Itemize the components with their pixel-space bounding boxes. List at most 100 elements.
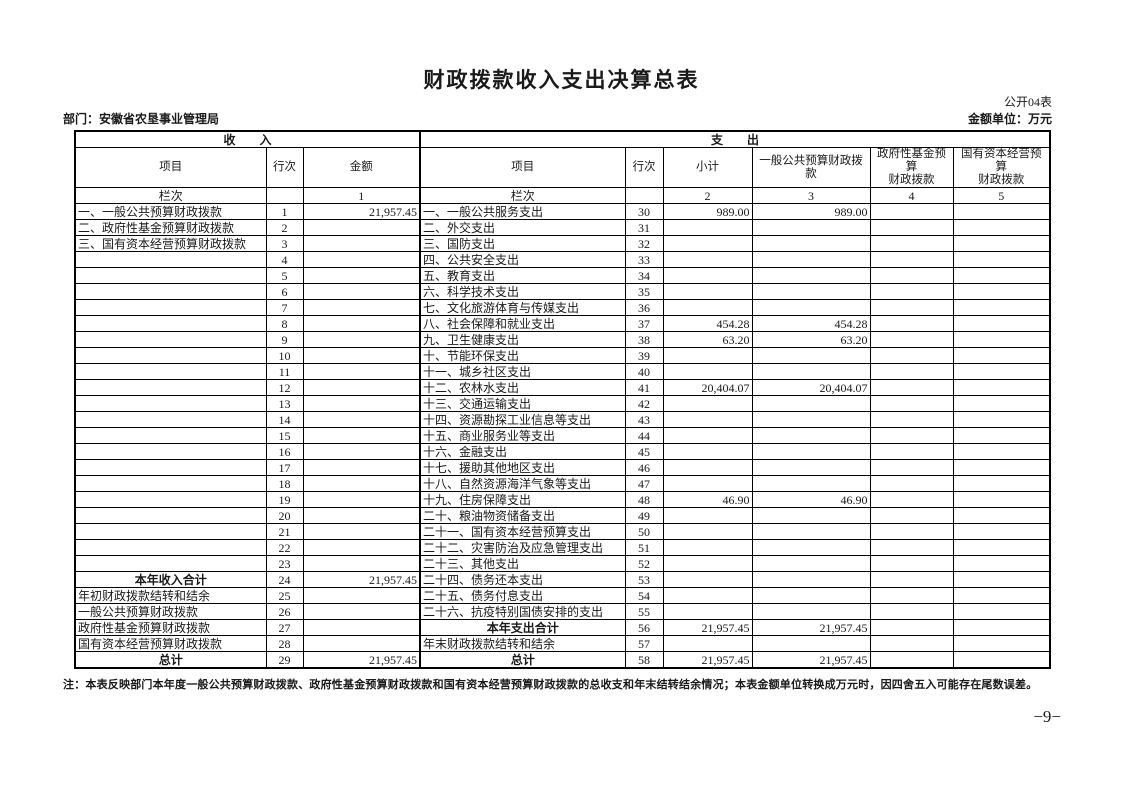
expense-govfund-cell <box>869 283 954 300</box>
income-line-cell: 4 <box>265 251 304 268</box>
income-line-cell: 7 <box>265 299 304 316</box>
colnum-expense-subtotal: 2 <box>662 187 753 204</box>
income-line-cell: 5 <box>265 267 304 284</box>
income-amount-cell <box>302 443 421 460</box>
expense-general-cell <box>751 363 871 380</box>
expense-item-cell: 二十五、债务付息支出 <box>419 587 626 604</box>
expense-statecap-cell <box>952 619 1051 636</box>
expense-subtotal-cell <box>662 267 753 284</box>
expense-statecap-cell <box>952 651 1051 669</box>
income-section-header: 收 入 <box>74 130 421 148</box>
table-row: 19 十九、住房保障支出 48 46.90 46.90 <box>74 491 1051 508</box>
expense-govfund-cell <box>869 571 954 588</box>
income-line-cell: 9 <box>265 331 304 348</box>
expense-subtotal-cell <box>662 283 753 300</box>
income-amount-cell <box>302 619 421 636</box>
expense-general-cell: 46.90 <box>751 491 871 508</box>
table-row: 本年收入合计 24 21,957.45 二十四、债务还本支出 53 <box>74 571 1051 588</box>
income-amount-cell <box>302 299 421 316</box>
income-line-cell: 2 <box>265 219 304 236</box>
expense-govfund-cell <box>869 203 954 220</box>
expense-item-cell: 十九、住房保障支出 <box>419 491 626 508</box>
income-item-cell: 总计 <box>74 651 267 669</box>
expense-general-cell <box>751 411 871 428</box>
col-header-income-line: 行次 <box>265 147 304 188</box>
income-amount-cell <box>302 491 421 508</box>
expense-item-cell: 十六、金融支出 <box>419 443 626 460</box>
expense-item-cell: 十一、城乡社区支出 <box>419 363 626 380</box>
expense-general-cell <box>751 587 871 604</box>
income-item-cell <box>74 315 267 332</box>
colnum-expense-govfund: 4 <box>869 187 954 204</box>
table-row: 11 十一、城乡社区支出 40 <box>74 363 1051 380</box>
expense-subtotal-cell: 454.28 <box>662 315 753 332</box>
expense-statecap-cell <box>952 507 1051 524</box>
expense-subtotal-cell: 21,957.45 <box>662 651 753 669</box>
expense-subtotal-cell: 46.90 <box>662 491 753 508</box>
expense-item-cell: 九、卫生健康支出 <box>419 331 626 348</box>
income-amount-cell <box>302 603 421 620</box>
expense-general-cell <box>751 571 871 588</box>
table-row: 三、国有资本经营预算财政拨款 3 三、国防支出 32 <box>74 235 1051 252</box>
expense-subtotal-cell <box>662 635 753 652</box>
department-line: 部门：安徽省农垦事业管理局 <box>63 112 220 126</box>
income-amount-cell <box>302 235 421 252</box>
expense-line-cell: 36 <box>624 299 664 316</box>
budget-summary-table: 收 入 支 出 项目 行次 金额 项目 行次 小计 一般公共预算财政拨款 政府性… <box>74 130 1052 669</box>
expense-govfund-cell <box>869 475 954 492</box>
income-item-cell <box>74 459 267 476</box>
income-item-cell <box>74 427 267 444</box>
expense-subtotal-cell <box>662 443 753 460</box>
expense-line-cell: 50 <box>624 523 664 540</box>
expense-subtotal-cell <box>662 427 753 444</box>
income-line-cell: 26 <box>265 603 304 620</box>
expense-item-cell: 八、社会保障和就业支出 <box>419 315 626 332</box>
expense-line-cell: 48 <box>624 491 664 508</box>
expense-statecap-cell <box>952 475 1051 492</box>
expense-line-cell: 44 <box>624 427 664 444</box>
income-item-cell <box>74 347 267 364</box>
expense-item-cell: 十三、交通运输支出 <box>419 395 626 412</box>
income-line-cell: 24 <box>265 571 304 588</box>
income-line-cell: 12 <box>265 379 304 396</box>
col-header-expense-general: 一般公共预算财政拨款 <box>751 147 871 188</box>
expense-statecap-cell <box>952 635 1051 652</box>
table-row: 一般公共预算财政拨款 26 二十六、抗疫特别国债安排的支出 55 <box>74 603 1051 620</box>
expense-subtotal-cell <box>662 395 753 412</box>
expense-line-cell: 42 <box>624 395 664 412</box>
expense-line-cell: 53 <box>624 571 664 588</box>
income-item-cell <box>74 267 267 284</box>
income-item-cell: 三、国有资本经营预算财政拨款 <box>74 235 267 252</box>
unit-line: 金额单位：万元 <box>967 112 1052 126</box>
expense-general-cell: 989.00 <box>751 203 871 220</box>
expense-statecap-cell <box>952 331 1051 348</box>
expense-govfund-cell <box>869 347 954 364</box>
expense-item-cell: 十、节能环保支出 <box>419 347 626 364</box>
table-row: 国有资本经营预算财政拨款 28 年末财政拨款结转和结余 57 <box>74 635 1051 652</box>
expense-line-cell: 41 <box>624 379 664 396</box>
expense-govfund-cell <box>869 523 954 540</box>
table-row: 9 九、卫生健康支出 38 63.20 63.20 <box>74 331 1051 348</box>
expense-subtotal-cell <box>662 507 753 524</box>
expense-line-cell: 57 <box>624 635 664 652</box>
income-amount-cell <box>302 267 421 284</box>
table-row: 政府性基金预算财政拨款 27 本年支出合计 56 21,957.45 21,957.45 <box>74 619 1051 636</box>
expense-general-cell <box>751 267 871 284</box>
expense-subtotal-cell <box>662 411 753 428</box>
expense-govfund-cell <box>869 587 954 604</box>
expense-general-cell <box>751 347 871 364</box>
expense-statecap-cell <box>952 459 1051 476</box>
expense-subtotal-cell <box>662 587 753 604</box>
expense-govfund-cell <box>869 635 954 652</box>
income-item-cell: 本年收入合计 <box>74 571 267 588</box>
income-amount-cell <box>302 251 421 268</box>
expense-general-cell <box>751 523 871 540</box>
table-row: 21 二十一、国有资本经营预算支出 50 <box>74 523 1051 540</box>
expense-subtotal-cell: 989.00 <box>662 203 753 220</box>
income-line-cell: 22 <box>265 539 304 556</box>
expense-general-cell <box>751 219 871 236</box>
page-title: 财政拨款收入支出决算总表 <box>423 69 700 92</box>
income-amount-cell <box>302 219 421 236</box>
income-amount-cell <box>302 539 421 556</box>
